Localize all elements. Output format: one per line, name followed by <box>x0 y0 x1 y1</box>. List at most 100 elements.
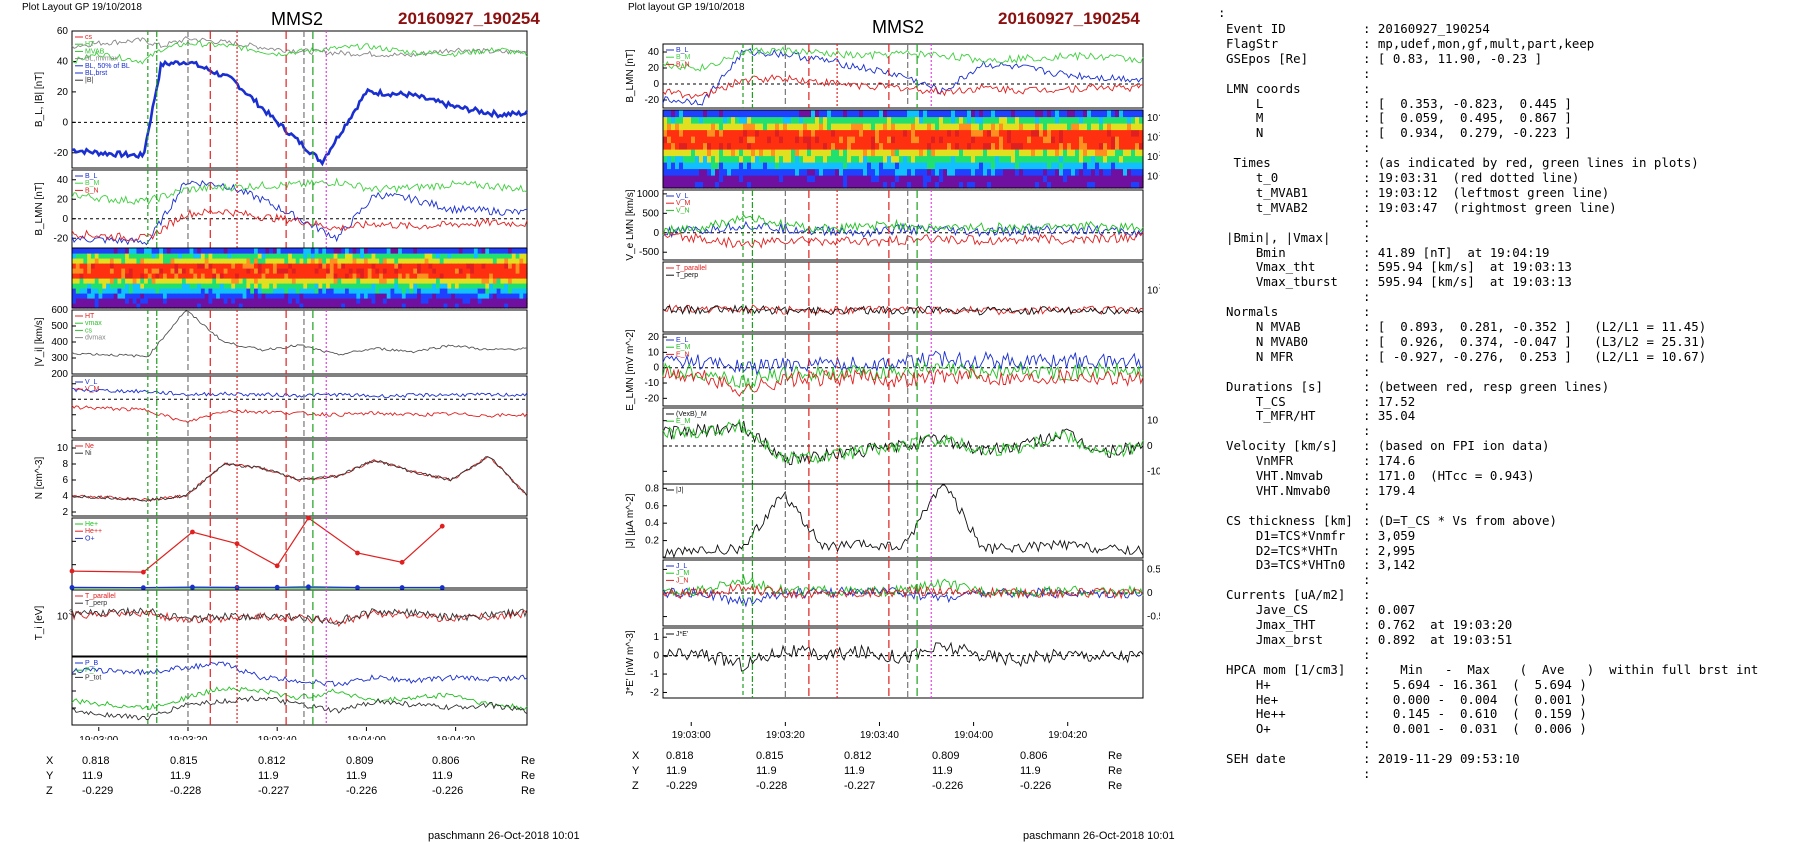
spectrogram-cell <box>759 155 764 163</box>
spectrogram-cell <box>288 278 293 284</box>
spectrogram-cell <box>72 258 77 264</box>
spectrogram-cell <box>98 258 103 264</box>
spectrogram-cell <box>691 142 696 150</box>
spectrogram-cell <box>783 162 788 170</box>
spectrogram-cell <box>254 268 259 274</box>
spectrogram-cell <box>663 175 668 183</box>
spectrogram-cell <box>136 283 141 289</box>
spectrogram-cell <box>443 273 448 279</box>
spectrogram-cell <box>763 149 768 157</box>
spectrogram-cell <box>747 162 752 170</box>
spectrogram-cell <box>462 248 467 254</box>
spectrogram-cell <box>687 168 692 176</box>
summary-label: Durations [s] <box>1226 378 1323 394</box>
spectrogram-cell <box>470 268 475 274</box>
spectrogram-cell <box>1107 116 1112 124</box>
spectrogram-cell <box>409 263 414 269</box>
spectrogram-cell <box>715 168 720 176</box>
spectrogram-cell <box>1127 110 1132 118</box>
spectrogram-cell <box>1075 149 1080 157</box>
spectrogram-cell <box>731 123 736 131</box>
spectrogram-cell <box>231 263 236 269</box>
y-tick-label: 10 <box>648 347 660 358</box>
spectrogram-cell <box>1119 129 1124 137</box>
spectrogram-cell <box>473 273 479 279</box>
spectrogram-cell <box>807 136 812 144</box>
spectrogram-cell <box>1035 116 1040 124</box>
spectrogram-cell <box>208 268 213 274</box>
spectrogram-cell <box>246 283 251 289</box>
spectrogram-cell <box>683 142 688 150</box>
spectrogram-cell <box>1039 162 1044 170</box>
spectrogram-cell <box>1095 123 1100 131</box>
y-tick-label: 10 <box>57 443 69 454</box>
spectrogram-cell <box>333 253 339 259</box>
spectrogram-cell <box>827 181 832 189</box>
spectrogram-cell <box>879 162 884 170</box>
spectrogram-cell <box>963 162 968 170</box>
spectrogram-cell <box>492 263 498 269</box>
spectrogram-cell <box>867 110 872 118</box>
spectrogram-cell <box>715 162 720 170</box>
spectrogram-cell <box>500 273 505 279</box>
spectrogram-cell <box>1043 175 1048 183</box>
spectrogram-cell <box>428 263 433 269</box>
spectrogram-cell <box>219 288 225 294</box>
spectrogram-cell <box>371 303 376 309</box>
spectrogram-cell <box>991 175 996 183</box>
spectrogram-cell <box>386 253 392 259</box>
spectrogram-cell <box>405 298 411 304</box>
spectrogram-cell <box>1027 116 1032 124</box>
spectrogram-cell <box>75 293 81 299</box>
spectrogram-cell <box>390 283 395 289</box>
spectrogram-cell <box>432 263 437 269</box>
spectrogram-cell <box>915 181 920 189</box>
spectrogram-cell <box>500 248 505 254</box>
orbit-value: 11.9 <box>170 770 191 782</box>
spectrogram-cell <box>257 303 263 309</box>
spectrogram-cell <box>799 175 804 183</box>
spectrogram-cell <box>329 253 335 259</box>
spectrogram-cell <box>72 283 77 289</box>
spectrogram-cell <box>791 123 796 131</box>
spectrogram-cell <box>835 181 840 189</box>
spectrogram-cell <box>113 303 119 309</box>
spectrogram-cell <box>136 298 141 304</box>
spectrogram-cell <box>462 303 467 309</box>
spectrogram-cell <box>280 278 285 284</box>
spectrogram-cell <box>803 155 808 163</box>
spectrogram-cell <box>113 298 119 304</box>
spectrogram-cell <box>352 298 357 304</box>
spectrogram-cell <box>447 263 452 269</box>
spectrogram-cell <box>121 288 126 294</box>
spectrogram-cell <box>121 278 126 284</box>
series-line <box>662 418 1144 465</box>
spectrogram-cell <box>1003 168 1008 176</box>
spectrogram-cell <box>855 181 860 189</box>
spectrogram-cell <box>915 116 920 124</box>
spectrogram-cell <box>235 258 240 264</box>
spectrogram-cell <box>1019 129 1024 137</box>
spectrogram-cell <box>907 155 912 163</box>
spectrogram-cell <box>144 293 149 299</box>
spectrogram-cell <box>250 288 255 294</box>
spectrogram-cell <box>299 288 304 294</box>
series-line <box>662 74 1144 100</box>
spectrogram-cell <box>751 129 756 137</box>
spectrogram-cell <box>675 116 680 124</box>
spectrogram-cell <box>128 298 134 304</box>
spectrogram-cell <box>125 303 130 309</box>
spectrogram-cell <box>1127 155 1132 163</box>
spectrogram-cell <box>409 278 414 284</box>
spectrogram-cell <box>140 263 145 269</box>
spectrogram-cell <box>811 149 816 157</box>
y-tick-label: 500 <box>51 321 68 332</box>
summary-value: : (D=T_CS * Vs from above) <box>1363 512 1557 528</box>
spectrogram-cell <box>485 283 490 289</box>
spectrogram-cell <box>1019 136 1024 144</box>
spectrogram-cell <box>371 298 376 304</box>
spectrogram-cell <box>106 288 111 294</box>
spectrogram-cell <box>523 278 528 284</box>
spectrogram-cell <box>979 123 984 131</box>
spectrogram-cell <box>859 168 864 176</box>
